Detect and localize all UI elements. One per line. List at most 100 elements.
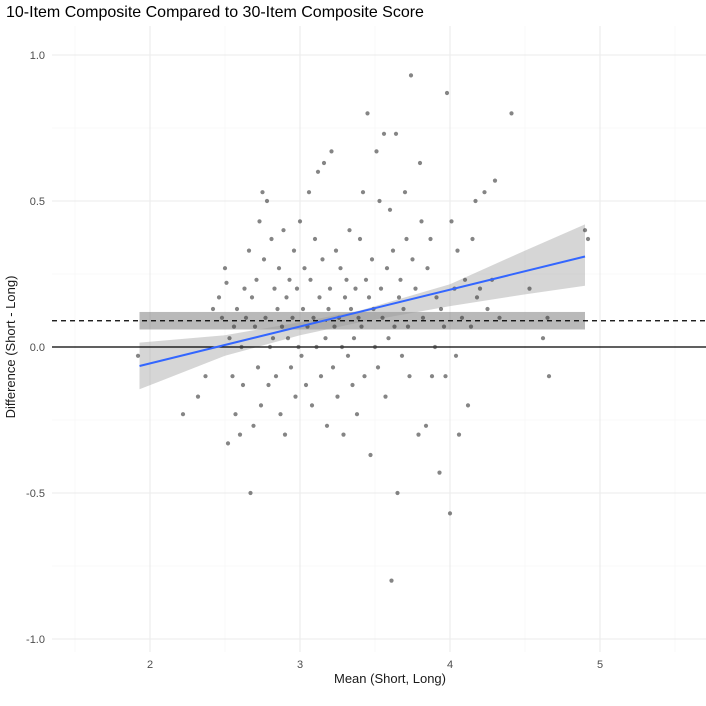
data-point <box>386 336 391 341</box>
data-point <box>546 374 552 379</box>
x-tick-label: 3 <box>297 659 303 671</box>
major-gridlines <box>52 26 706 652</box>
data-point <box>389 578 394 583</box>
data-point <box>540 336 546 341</box>
data-point <box>279 324 285 329</box>
data-point <box>344 277 349 282</box>
data-point <box>455 248 460 253</box>
data-point <box>231 324 237 329</box>
data-point <box>335 394 340 399</box>
data-point <box>509 111 514 116</box>
data-point <box>311 315 316 320</box>
y-tick-label: -0.5 <box>26 488 45 500</box>
data-point <box>441 324 447 329</box>
data-point <box>545 315 550 320</box>
data-point <box>477 286 483 291</box>
data-point <box>407 374 412 379</box>
data-point <box>296 344 301 350</box>
data-point <box>465 403 471 408</box>
y-tick-label: -1.0 <box>26 634 45 646</box>
data-point <box>366 295 372 300</box>
data-point <box>390 248 396 253</box>
data-point <box>278 412 283 417</box>
data-point <box>248 490 253 496</box>
confidence-band <box>139 224 585 390</box>
data-point <box>210 306 216 312</box>
data-point <box>285 336 291 341</box>
x-axis-title: Mean (Short, Long) <box>334 671 446 686</box>
data-point <box>419 219 424 224</box>
data-point <box>410 257 415 262</box>
data-point <box>234 306 240 312</box>
data-point <box>468 324 474 329</box>
data-point <box>447 511 453 516</box>
data-point <box>362 374 367 379</box>
scatter-points <box>135 73 591 583</box>
data-point <box>299 353 304 358</box>
data-point <box>387 207 393 212</box>
data-point <box>227 336 232 341</box>
data-point <box>258 403 264 408</box>
data-point <box>416 432 421 437</box>
data-point <box>368 452 373 458</box>
data-point <box>425 266 430 271</box>
data-point <box>438 306 444 312</box>
data-point <box>333 248 339 253</box>
data-point <box>269 236 274 242</box>
data-point <box>404 236 409 242</box>
data-point <box>324 423 330 428</box>
data-point <box>309 403 315 408</box>
data-point <box>272 286 277 291</box>
data-point <box>473 198 478 204</box>
regression-line <box>139 255 586 367</box>
y-axis-title: Difference (Short - Long) <box>3 276 18 419</box>
data-point <box>341 432 346 437</box>
data-point <box>392 324 397 329</box>
data-point <box>408 73 414 78</box>
data-point <box>216 295 222 300</box>
data-point <box>420 315 426 320</box>
data-point <box>254 277 259 282</box>
y-axis-ticks: -1.0 -0.5 0.0 0.5 1.0 <box>26 50 45 646</box>
data-point <box>135 353 141 358</box>
data-point <box>306 190 312 195</box>
data-point <box>351 336 357 341</box>
data-point <box>320 257 325 262</box>
data-point <box>251 423 256 428</box>
data-point <box>354 412 360 417</box>
data-point <box>432 344 438 350</box>
data-point <box>357 236 363 242</box>
data-point <box>225 441 231 446</box>
data-point <box>492 178 498 183</box>
data-point <box>363 277 369 282</box>
data-point <box>222 266 228 271</box>
data-point <box>195 394 201 399</box>
x-axis-ticks: 2 3 4 5 <box>147 659 603 671</box>
data-point <box>260 190 265 195</box>
data-point <box>399 353 405 358</box>
data-point <box>264 198 270 204</box>
chart-title: 10-Item Composite Compared to 30-Item Co… <box>6 4 424 21</box>
data-point <box>224 280 229 285</box>
reference-lines <box>52 320 706 348</box>
data-point <box>527 286 532 291</box>
data-point <box>456 432 462 437</box>
data-point <box>395 490 400 496</box>
data-point <box>275 306 280 312</box>
data-point <box>348 306 354 312</box>
data-point <box>288 365 294 370</box>
data-point <box>417 160 423 166</box>
y-tick-label: 1.0 <box>30 50 45 62</box>
data-point <box>356 315 361 320</box>
data-point <box>327 286 333 291</box>
data-point <box>302 266 307 271</box>
data-point <box>261 257 267 262</box>
data-point <box>459 315 465 320</box>
data-point <box>339 344 345 350</box>
data-point <box>462 277 468 282</box>
data-point <box>230 374 235 379</box>
data-point <box>444 90 450 96</box>
data-point <box>287 277 292 282</box>
data-point <box>276 266 282 271</box>
